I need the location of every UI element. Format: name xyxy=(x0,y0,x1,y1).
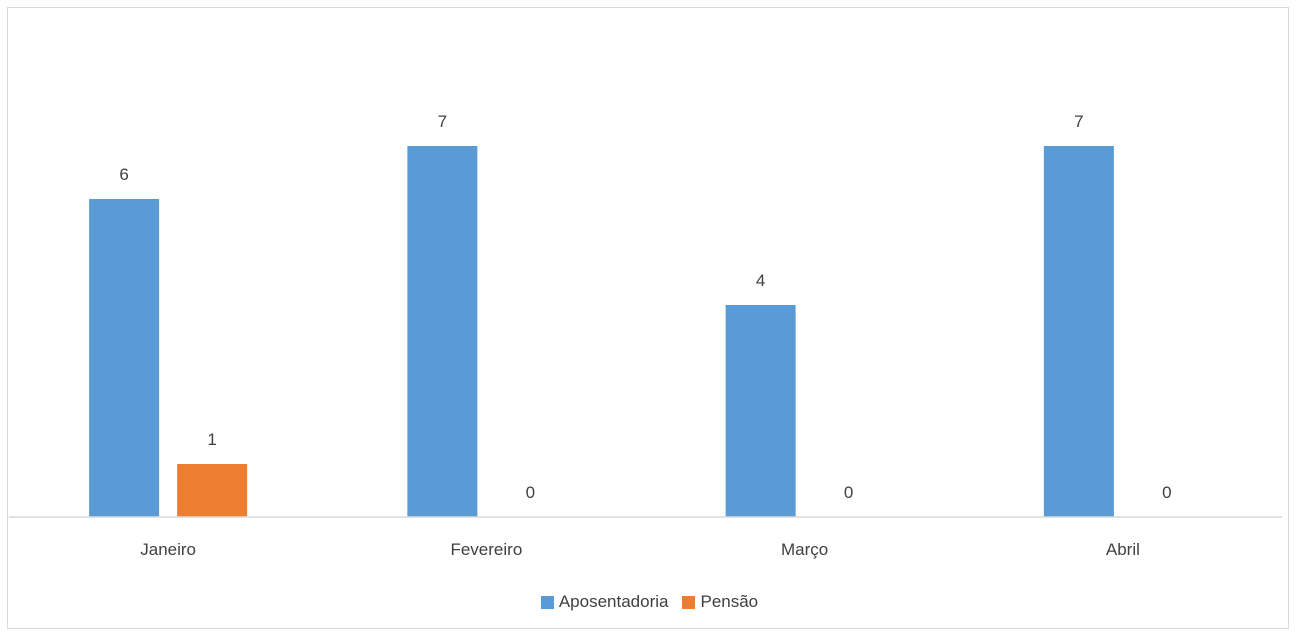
data-labels-layer: 6 1 7 0 4 0 7 0 xyxy=(119,112,1171,502)
bar-aposentadoria-fevereiro xyxy=(407,146,478,517)
category-label-marco: Março xyxy=(781,540,828,559)
data-label-aposentadoria-marco: 4 xyxy=(756,271,765,290)
bar-pensao-janeiro xyxy=(177,464,248,517)
legend-item-aposentadoria: Aposentadoria xyxy=(540,592,669,612)
data-label-pensao-janeiro: 1 xyxy=(207,430,216,449)
data-label-aposentadoria-fevereiro: 7 xyxy=(438,112,447,131)
legend-label-aposentadoria: Aposentadoria xyxy=(558,592,669,611)
bar-aposentadoria-abril xyxy=(1043,146,1114,517)
legend-swatch-pensao xyxy=(682,595,696,609)
legend-item-pensao: Pensão xyxy=(682,592,758,612)
category-labels-layer: Janeiro Fevereiro Março Abril xyxy=(140,540,1140,559)
category-label-janeiro: Janeiro xyxy=(140,540,196,559)
category-label-fevereiro: Fevereiro xyxy=(450,540,522,559)
data-label-aposentadoria-janeiro: 6 xyxy=(119,165,128,184)
bar-aposentadoria-marco xyxy=(725,305,796,517)
category-label-abril: Abril xyxy=(1106,540,1140,559)
legend: Aposentadoria Pensão xyxy=(0,592,1299,612)
legend-swatch-aposentadoria xyxy=(540,595,554,609)
data-label-pensao-fevereiro: 0 xyxy=(526,483,535,502)
bars-layer xyxy=(89,146,1114,517)
data-label-pensao-marco: 0 xyxy=(844,483,853,502)
legend-label-pensao: Pensão xyxy=(700,592,759,611)
data-label-aposentadoria-abril: 7 xyxy=(1074,112,1083,131)
bar-aposentadoria-janeiro xyxy=(89,199,160,517)
data-label-pensao-abril: 0 xyxy=(1162,483,1171,502)
